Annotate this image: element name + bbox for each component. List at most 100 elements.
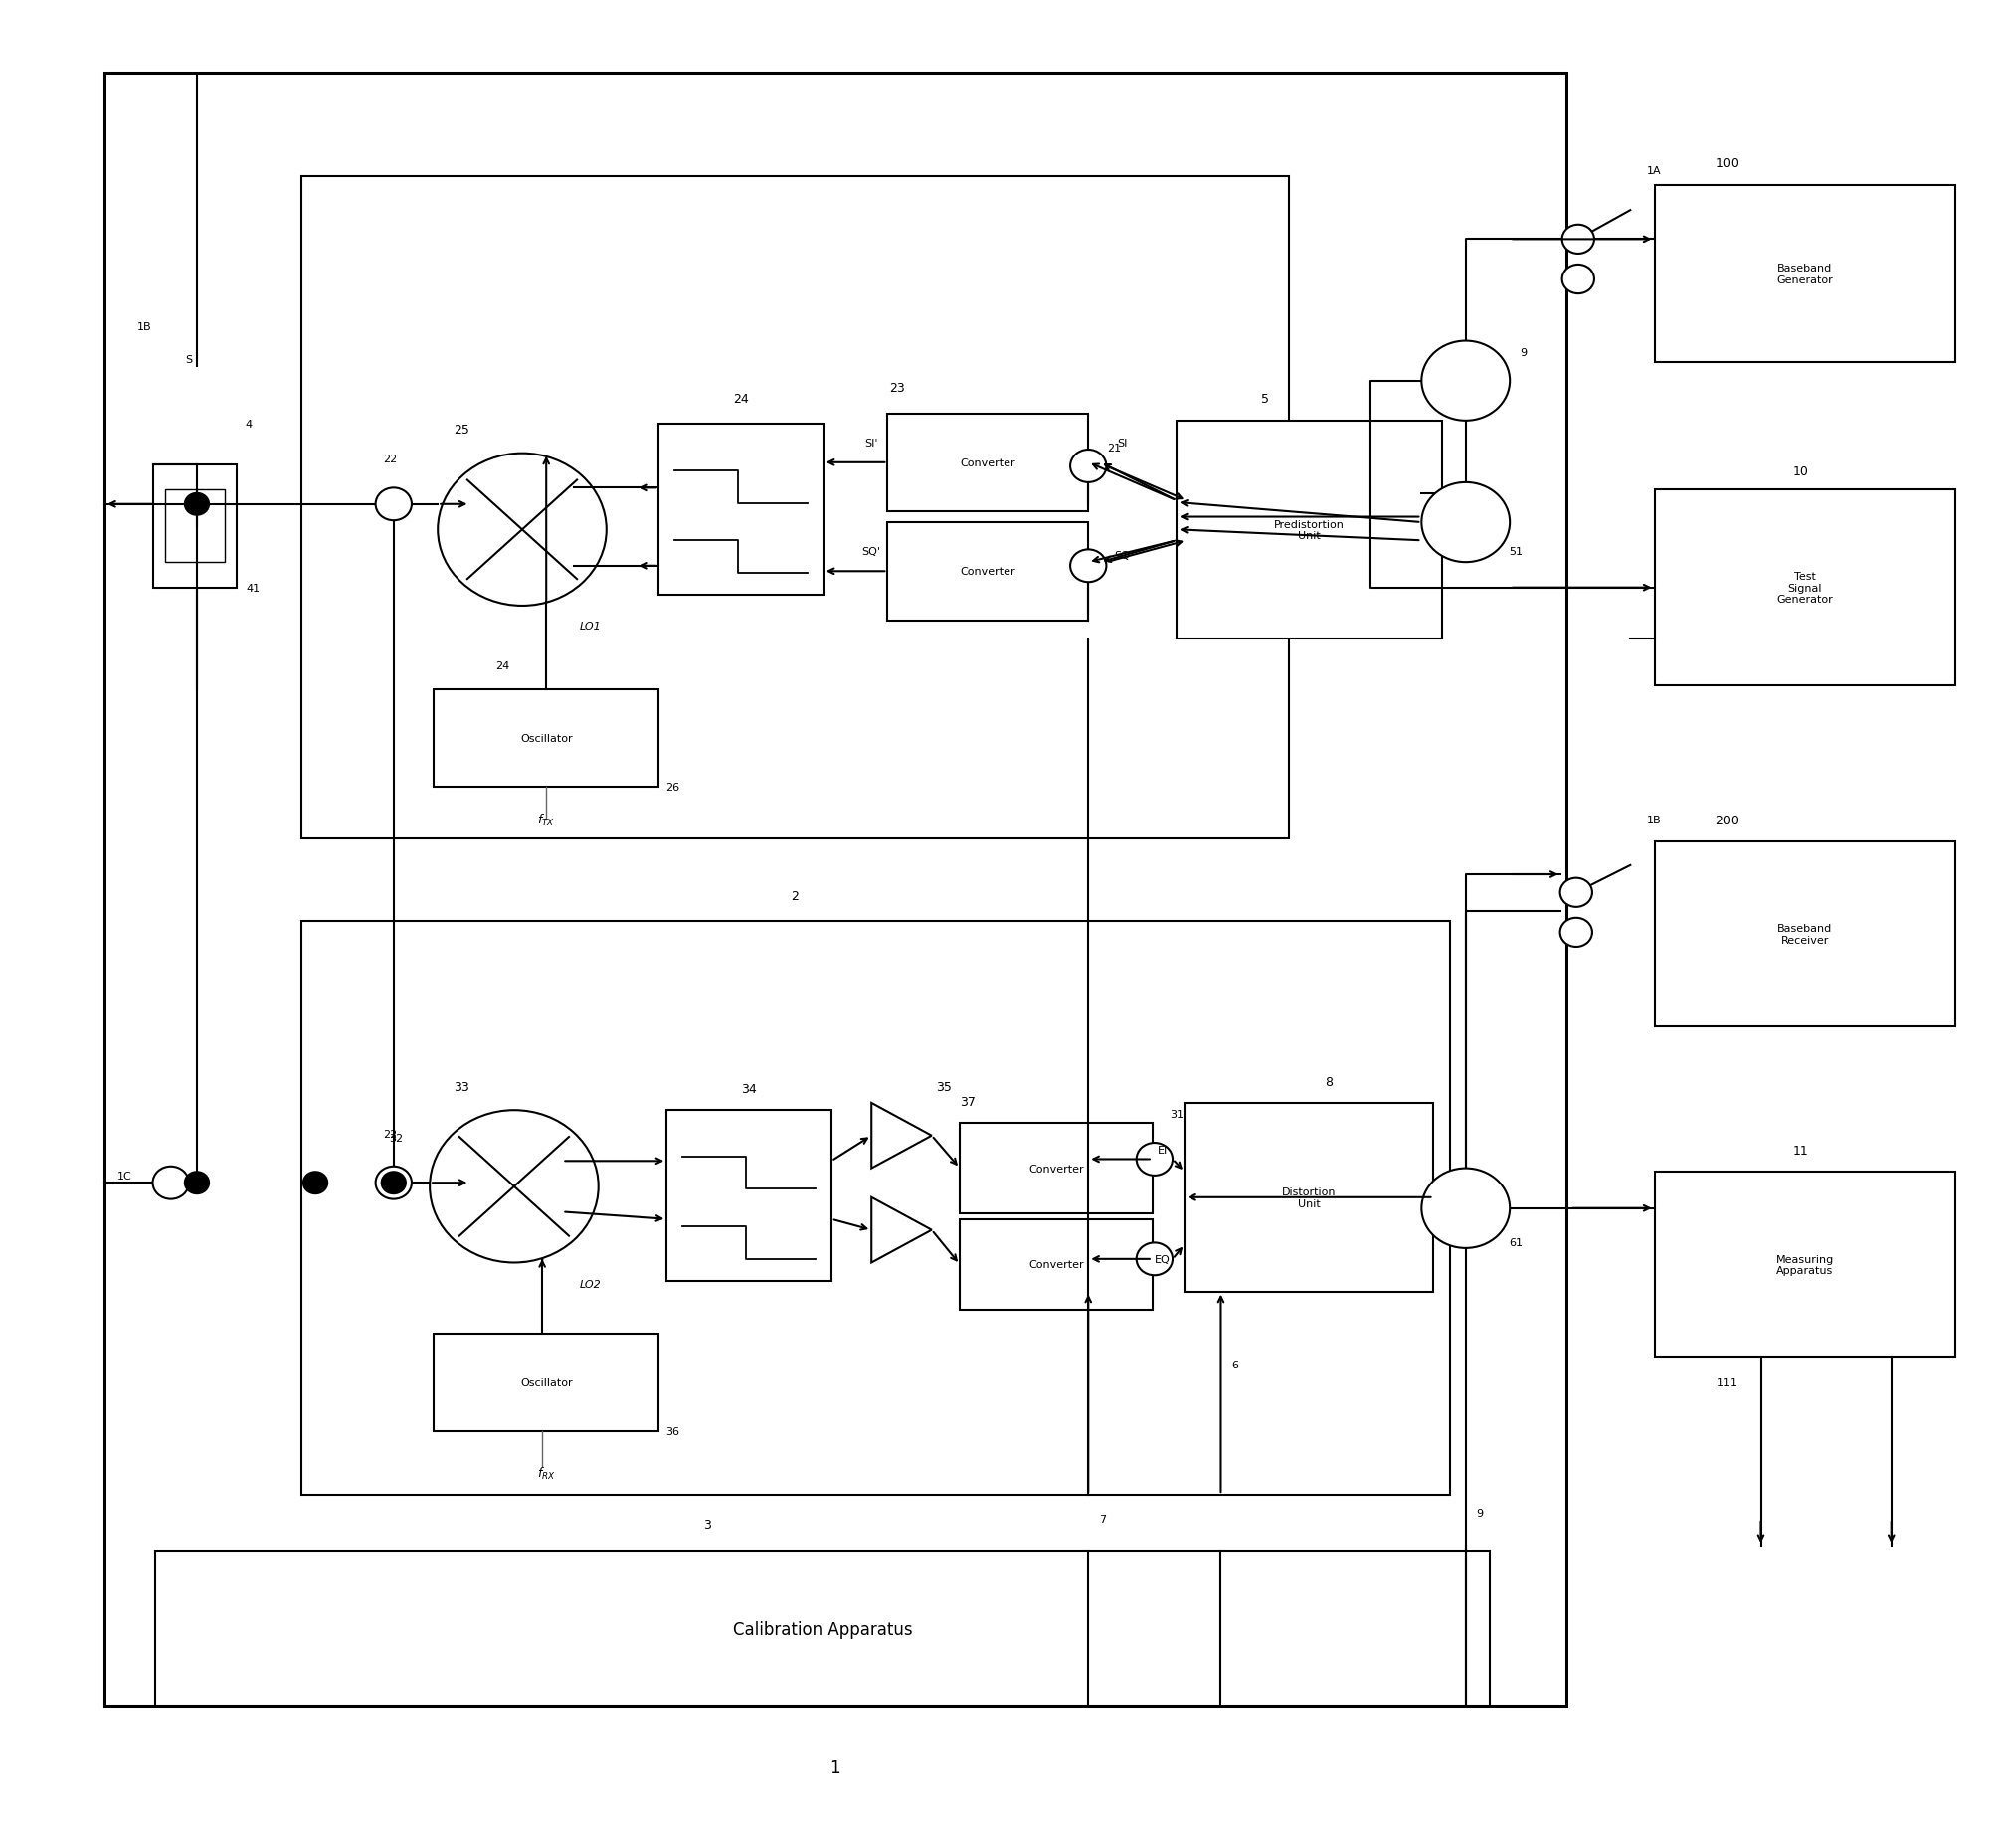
Text: 22: 22: [383, 1130, 397, 1139]
Text: 37: 37: [960, 1095, 976, 1108]
Bar: [300, 177, 1288, 838]
Text: SI: SI: [1117, 437, 1127, 448]
Text: SQ': SQ': [863, 547, 881, 558]
Text: 21: 21: [1107, 443, 1121, 454]
Circle shape: [375, 1166, 411, 1199]
Bar: [105, 73, 1566, 1705]
Text: 10: 10: [1792, 466, 1808, 479]
Bar: [433, 691, 659, 787]
Text: 51: 51: [1510, 547, 1522, 558]
Circle shape: [1562, 266, 1595, 295]
Text: Converter: Converter: [1028, 1164, 1085, 1173]
Circle shape: [1562, 226, 1595, 255]
Text: Distortion
Unit: Distortion Unit: [1282, 1186, 1337, 1208]
Text: 36: 36: [665, 1427, 679, 1436]
Text: Oscillator: Oscillator: [520, 1377, 573, 1388]
Text: Predistortion
Unit: Predistortion Unit: [1274, 519, 1345, 541]
Circle shape: [1560, 918, 1593, 947]
Text: Oscillator: Oscillator: [520, 734, 573, 743]
Bar: [659, 425, 823, 596]
Text: 61: 61: [1510, 1237, 1522, 1248]
Circle shape: [429, 1110, 599, 1263]
Text: SQ: SQ: [1115, 550, 1131, 561]
Circle shape: [1137, 1243, 1173, 1275]
Bar: [1655, 186, 1956, 363]
Text: EQ: EQ: [1155, 1254, 1171, 1264]
Bar: [960, 1219, 1153, 1310]
Text: 32: 32: [389, 1133, 403, 1142]
Bar: [153, 465, 238, 589]
Text: 41: 41: [246, 583, 260, 594]
Text: Baseband
Receiver: Baseband Receiver: [1778, 924, 1833, 946]
Text: SI': SI': [865, 437, 879, 448]
Bar: [1655, 490, 1956, 687]
Text: 1: 1: [831, 1758, 841, 1776]
Circle shape: [1421, 483, 1510, 563]
Bar: [433, 1334, 659, 1432]
Circle shape: [1070, 450, 1107, 483]
Bar: [1177, 421, 1441, 640]
Text: 35: 35: [935, 1080, 952, 1093]
Text: Test
Signal
Generator: Test Signal Generator: [1776, 572, 1833, 605]
Text: 1C: 1C: [117, 1172, 131, 1181]
Bar: [1655, 842, 1956, 1028]
Text: 8: 8: [1325, 1075, 1333, 1088]
Text: EI: EI: [1157, 1146, 1167, 1155]
Text: Calibration Apparatus: Calibration Apparatus: [734, 1620, 913, 1638]
Bar: [960, 1122, 1153, 1213]
Text: $f_{RX}$: $f_{RX}$: [536, 1465, 556, 1481]
Bar: [300, 922, 1450, 1496]
Text: 1A: 1A: [1647, 166, 1661, 177]
Text: Converter: Converter: [960, 457, 1016, 468]
Circle shape: [1421, 1168, 1510, 1248]
Text: 6: 6: [1232, 1359, 1238, 1370]
Text: 111: 111: [1716, 1377, 1738, 1388]
Text: 1B: 1B: [1647, 814, 1661, 825]
Text: LO2: LO2: [579, 1279, 601, 1290]
Bar: [887, 523, 1089, 621]
Bar: [667, 1110, 831, 1281]
Bar: [887, 414, 1089, 512]
Circle shape: [1137, 1142, 1173, 1175]
Bar: [165, 490, 226, 563]
Text: 33: 33: [454, 1080, 470, 1093]
Circle shape: [381, 1172, 405, 1193]
Text: 1B: 1B: [137, 322, 151, 332]
Text: 5: 5: [1262, 394, 1268, 406]
Text: $f_{TX}$: $f_{TX}$: [538, 813, 554, 829]
Circle shape: [375, 488, 411, 521]
Circle shape: [1070, 550, 1107, 583]
Text: 200: 200: [1716, 814, 1738, 827]
Circle shape: [1560, 878, 1593, 907]
Text: LO1: LO1: [579, 621, 601, 630]
Circle shape: [185, 494, 210, 516]
Circle shape: [185, 1172, 210, 1193]
Text: 9: 9: [1520, 348, 1528, 357]
Text: 9: 9: [1476, 1509, 1484, 1518]
Text: 25: 25: [454, 425, 470, 437]
Circle shape: [437, 454, 607, 607]
Text: 23: 23: [889, 383, 905, 395]
Text: 100: 100: [1716, 157, 1738, 169]
Text: 2: 2: [790, 889, 798, 904]
Text: 3: 3: [704, 1518, 712, 1530]
Text: 22: 22: [383, 454, 397, 465]
Circle shape: [1421, 341, 1510, 421]
Text: 34: 34: [742, 1082, 756, 1095]
Text: Measuring
Apparatus: Measuring Apparatus: [1776, 1254, 1835, 1275]
Text: 7: 7: [1099, 1514, 1107, 1523]
Text: 24: 24: [496, 661, 510, 670]
Bar: [155, 1551, 1490, 1705]
Bar: [1185, 1104, 1433, 1292]
Circle shape: [302, 1172, 327, 1193]
Text: 31: 31: [1169, 1110, 1183, 1119]
Circle shape: [153, 1166, 190, 1199]
Text: Baseband
Generator: Baseband Generator: [1776, 264, 1833, 284]
Text: 11: 11: [1792, 1144, 1808, 1157]
Bar: [1655, 1172, 1956, 1357]
Text: 24: 24: [734, 394, 748, 406]
Text: Converter: Converter: [1028, 1259, 1085, 1270]
Text: S: S: [185, 355, 192, 364]
Text: 4: 4: [246, 419, 252, 430]
Text: 26: 26: [665, 783, 679, 793]
